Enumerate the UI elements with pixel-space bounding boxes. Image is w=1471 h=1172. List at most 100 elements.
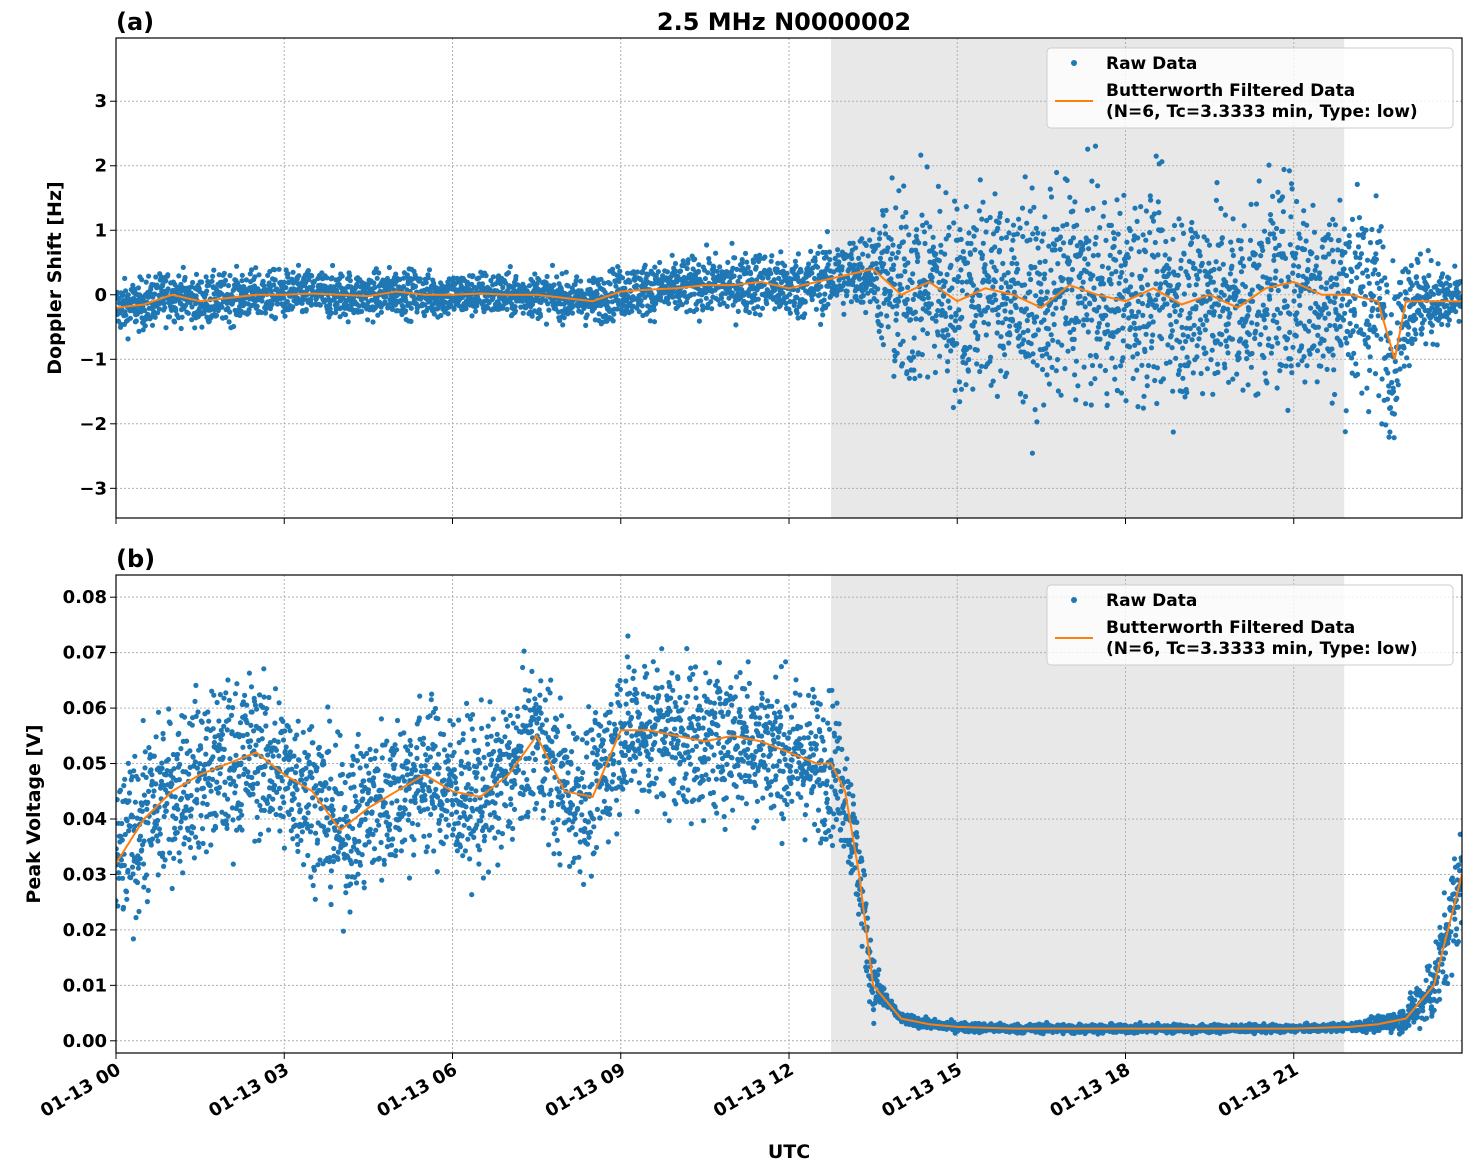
raw-data-point [159, 760, 165, 766]
raw-data-point [1336, 237, 1342, 243]
raw-data-point [996, 220, 1002, 226]
raw-data-point [246, 307, 252, 313]
raw-data-point [1395, 382, 1401, 388]
raw-data-point [1389, 379, 1395, 386]
raw-data-point [146, 745, 152, 751]
raw-data-point [629, 308, 635, 314]
raw-data-point [979, 252, 986, 258]
raw-data-point [1304, 363, 1310, 369]
raw-data-point [470, 273, 476, 279]
raw-data-point [1267, 276, 1273, 282]
raw-data-point [1084, 317, 1090, 323]
raw-data-point [952, 198, 958, 204]
raw-data-point [179, 314, 185, 320]
raw-data-point [1092, 296, 1098, 303]
raw-data-point [1262, 370, 1268, 376]
raw-data-point [970, 282, 977, 288]
raw-data-point [153, 781, 159, 787]
raw-data-point [451, 306, 457, 312]
raw-data-point [1230, 216, 1236, 222]
raw-data-point [153, 734, 159, 740]
raw-data-point [1358, 327, 1364, 333]
raw-data-point [1247, 256, 1253, 262]
raw-data-point [129, 774, 135, 780]
raw-data-point [935, 183, 942, 189]
raw-data-point [190, 279, 196, 286]
raw-data-point [157, 831, 163, 837]
raw-data-point [1360, 234, 1366, 241]
raw-data-point [1192, 266, 1198, 272]
raw-data-point [752, 311, 758, 317]
raw-data-point [1162, 252, 1168, 258]
raw-data-point [1326, 251, 1332, 257]
raw-data-point [1261, 228, 1268, 234]
raw-data-point [1091, 285, 1097, 291]
raw-data-point [149, 836, 156, 842]
raw-data-point [1296, 264, 1302, 270]
raw-data-point [933, 318, 939, 324]
raw-data-point [214, 699, 220, 706]
raw-data-point [730, 302, 736, 308]
raw-data-point [619, 275, 626, 281]
raw-data-point [1204, 366, 1210, 372]
raw-data-point [1120, 355, 1126, 361]
raw-data-point [913, 316, 919, 322]
raw-data-point [1313, 263, 1319, 269]
raw-data-point [1118, 363, 1124, 369]
raw-data-point [1253, 328, 1259, 334]
raw-data-point [389, 306, 395, 312]
raw-data-point [1159, 227, 1165, 233]
raw-data-point [1019, 205, 1026, 211]
raw-data-point [158, 778, 165, 784]
raw-data-point [980, 240, 986, 246]
raw-data-point [1166, 271, 1172, 277]
raw-data-point [918, 152, 924, 158]
raw-data-point [210, 726, 216, 732]
raw-data-point [165, 756, 171, 763]
raw-data-point [1243, 343, 1249, 349]
raw-data-point [182, 815, 188, 821]
raw-data-point [156, 306, 162, 312]
raw-data-point [1033, 293, 1039, 299]
raw-data-point [1159, 336, 1165, 342]
raw-data-point [809, 270, 815, 276]
raw-data-point [532, 271, 538, 277]
raw-data-point [181, 841, 187, 847]
raw-data-point [1175, 272, 1181, 278]
raw-data-point [611, 311, 617, 317]
raw-data-point [1039, 353, 1045, 359]
raw-data-point [1425, 284, 1431, 290]
raw-data-point [290, 304, 296, 310]
raw-data-point [1343, 273, 1350, 279]
raw-data-point [125, 760, 131, 767]
raw-data-point [1007, 332, 1013, 338]
raw-data-point [873, 275, 880, 281]
raw-data-point [188, 792, 194, 799]
raw-data-point [706, 260, 712, 266]
raw-data-point [812, 258, 818, 264]
raw-data-point [890, 304, 896, 310]
raw-data-point [180, 870, 186, 876]
raw-data-point [934, 268, 940, 274]
raw-data-point [221, 723, 227, 729]
raw-data-point [1093, 234, 1099, 240]
raw-data-point [1032, 264, 1038, 270]
raw-data-point [645, 272, 651, 278]
raw-data-point [203, 735, 209, 741]
raw-data-point [229, 729, 235, 735]
raw-data-point [1341, 266, 1347, 272]
raw-data-point [826, 249, 833, 255]
raw-data-point [1109, 271, 1115, 277]
raw-data-point [1349, 355, 1355, 361]
raw-data-point [651, 307, 657, 313]
raw-data-point [198, 812, 204, 819]
raw-data-point [171, 855, 177, 862]
raw-data-point [1105, 328, 1111, 334]
raw-data-point [150, 793, 156, 799]
raw-data-point [231, 778, 237, 785]
raw-data-point [1180, 230, 1187, 236]
raw-data-point [296, 273, 302, 279]
raw-data-point [1390, 388, 1397, 395]
raw-data-point [488, 277, 494, 284]
raw-data-point [1178, 257, 1184, 263]
